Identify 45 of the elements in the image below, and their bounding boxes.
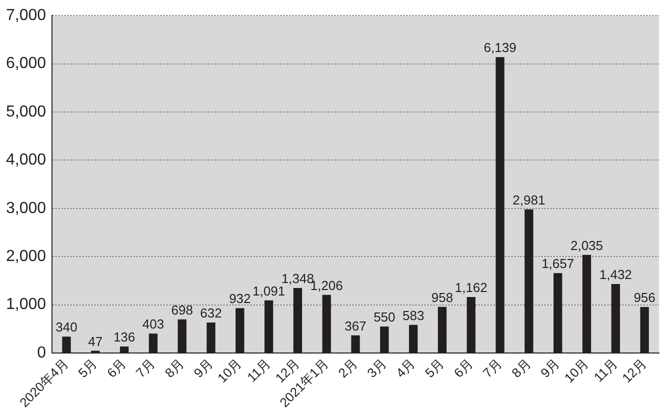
x-tick-label: 2月 xyxy=(335,356,360,380)
x-tick-label: 4月 xyxy=(393,356,418,380)
data-label: 932 xyxy=(229,291,251,306)
data-label: 367 xyxy=(344,318,366,334)
data-label: 1,657 xyxy=(542,256,574,272)
x-tick-label: 11月 xyxy=(244,356,274,385)
x-tick-label: 8月 xyxy=(508,356,534,380)
data-label: 47 xyxy=(88,334,103,349)
y-tick-label: 3,000 xyxy=(6,200,46,217)
data-label: 583 xyxy=(402,308,424,323)
y-tick-label: 1,000 xyxy=(6,296,46,314)
x-tick-label: 6月 xyxy=(450,356,476,380)
x-tick-label: 12月 xyxy=(619,356,650,386)
x-tick-label: 10月 xyxy=(214,356,245,386)
data-label: 2,981 xyxy=(512,192,546,208)
x-tick-label: 7月 xyxy=(132,356,158,380)
data-label: 340 xyxy=(56,320,78,335)
y-tick-label: 5,000 xyxy=(6,103,46,120)
data-label: 6,139 xyxy=(484,40,516,56)
y-tick-label: 7,000 xyxy=(6,7,46,24)
x-tick-label: 8月 xyxy=(162,356,187,380)
y-tick-label: 2,000 xyxy=(6,248,46,266)
x-tick-label: 7月 xyxy=(480,356,505,380)
data-label: 550 xyxy=(374,310,396,325)
x-tick-label: 5月 xyxy=(422,356,447,380)
x-tick-label: 11月 xyxy=(590,356,620,385)
y-tick-label: 4,000 xyxy=(6,152,46,169)
data-label: 956 xyxy=(634,290,656,306)
data-label: 1,162 xyxy=(454,280,488,296)
x-tick-label: 5月 xyxy=(75,356,100,380)
data-label: 403 xyxy=(142,316,164,332)
y-tick-label: 6,000 xyxy=(6,55,46,72)
data-label: 1,432 xyxy=(599,267,632,282)
data-label: 958 xyxy=(431,290,454,305)
x-tick-label: 6月 xyxy=(104,356,129,380)
data-label: 2,035 xyxy=(570,238,604,254)
data-label: 1,091 xyxy=(252,284,286,299)
x-tick-label: 3月 xyxy=(364,356,390,380)
x-tick-label: 9月 xyxy=(190,356,216,380)
data-label: 632 xyxy=(200,306,222,321)
x-tick-label: 9月 xyxy=(538,356,562,380)
y-tick-label: 0 xyxy=(37,344,46,362)
x-tick-label: 10月 xyxy=(561,356,592,386)
data-label: 136 xyxy=(113,330,136,345)
data-label: 698 xyxy=(171,302,193,318)
